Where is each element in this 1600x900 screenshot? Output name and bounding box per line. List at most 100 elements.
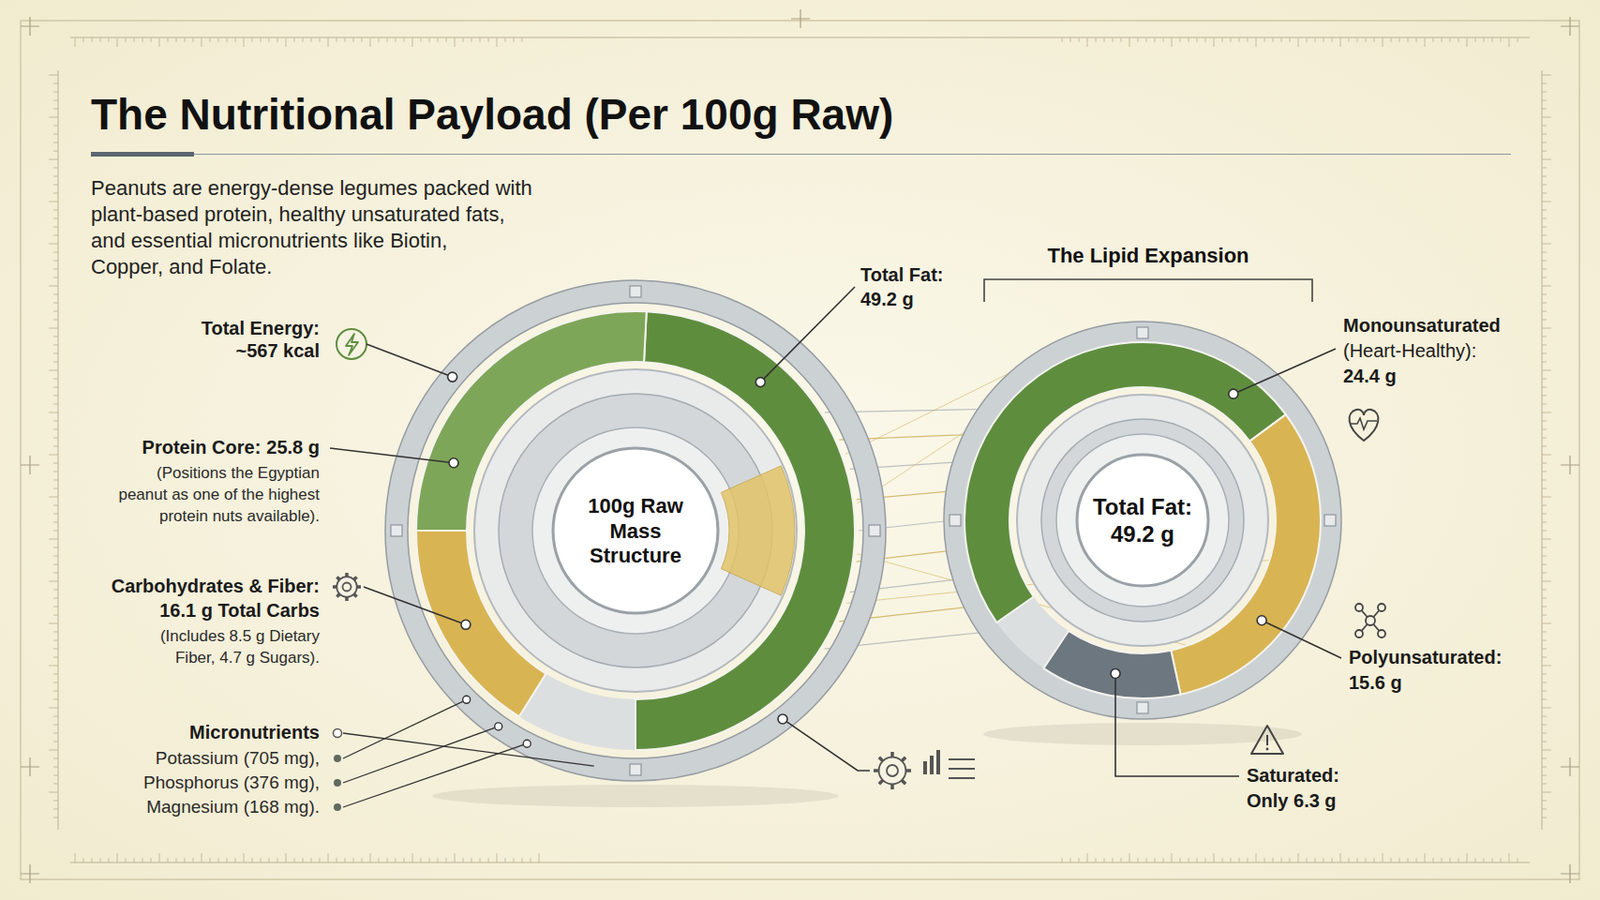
ruler-tick (1087, 37, 1089, 47)
ruler-tick (100, 37, 102, 43)
ruler-tick (218, 37, 220, 43)
ruler-tick (1340, 852, 1342, 863)
ruler-tick (496, 852, 498, 863)
crosshair (20, 16, 40, 36)
ruler-tick (53, 572, 59, 574)
ruler-tick (1390, 857, 1392, 863)
text-line: 16.1 g Total Carbs (159, 599, 320, 621)
ruler-tick (1180, 37, 1182, 43)
ruler-tick (319, 37, 321, 43)
center-label: 100g RawMassStructure (587, 493, 684, 568)
ruler-tick (1541, 657, 1547, 658)
ruler-tick (1541, 589, 1547, 591)
ruler-tick (1541, 775, 1547, 777)
ruler-tick (311, 37, 313, 43)
ruler-tick (1541, 699, 1547, 701)
micronutrient: Potassium (705 mg), (155, 747, 320, 768)
ruler-tick (1541, 218, 1547, 220)
ruler-tick (125, 37, 127, 43)
ruler-tick (319, 857, 321, 863)
leader-line (760, 286, 855, 383)
text-line: Copper, and Folate. (90, 254, 272, 279)
ruler-tick (1541, 547, 1547, 549)
ruler-tick (1171, 852, 1173, 863)
ruler-tick (395, 857, 397, 863)
ruler-tick (1541, 150, 1547, 152)
ruler-tick (235, 857, 237, 863)
lipid-expansion-lines (822, 199, 1464, 841)
ruler-tick (1154, 37, 1156, 43)
ruler-tick (53, 167, 59, 169)
ruler-tick (53, 269, 59, 270)
ruler-tick (1458, 37, 1460, 43)
ruler-tick (53, 530, 59, 532)
ruler-tick (53, 741, 59, 743)
list-icon (948, 767, 975, 770)
ruler-tick (184, 857, 186, 863)
ruler-tick (1541, 91, 1547, 93)
data-label: 25.8 g (266, 436, 320, 458)
ruler-tick (53, 783, 59, 785)
ruler-tick (53, 513, 59, 515)
ruler-tick (1541, 598, 1547, 599)
ruler-tick (1541, 108, 1547, 110)
heart-icon (1349, 409, 1379, 441)
micronutrient: Magnesium (168 mg). (146, 796, 320, 817)
text-line: Magnesium (168 mg). (146, 796, 320, 817)
text-line: The Lipid Expansion (1046, 243, 1249, 268)
ruler-tick (1541, 311, 1547, 313)
ruler-tick (53, 606, 59, 608)
ruler-tick (344, 37, 346, 43)
ruler-tick (1348, 37, 1350, 43)
ruler-tick (1239, 857, 1241, 863)
ruler-tick (1541, 437, 1547, 439)
ruler-tick (522, 857, 524, 863)
ruler-line (70, 862, 1530, 864)
ruler-tick (53, 336, 59, 338)
ruler-tick (1541, 454, 1552, 456)
ruler-tick (53, 657, 59, 658)
ruler-tick (1541, 387, 1547, 389)
leader-line (343, 699, 467, 759)
ruler-tick (48, 285, 59, 287)
ruler-tick (1095, 37, 1097, 43)
ring-segment (416, 530, 547, 717)
ruler-tick (100, 857, 102, 863)
ruler-tick (1281, 37, 1283, 43)
ruler-tick (226, 857, 228, 863)
lipid-labels: The Lipid ExpansionMonounsaturated(Heart… (984, 243, 1502, 811)
ruler-tick (370, 37, 372, 47)
ruler-tick (1517, 857, 1519, 863)
ruler-tick (48, 243, 59, 245)
text-line: 49.2 g (860, 288, 914, 310)
ruler-tick (53, 640, 59, 642)
ruler-tick (260, 37, 262, 43)
ruler-tick (1541, 403, 1547, 405)
bracket (984, 279, 1313, 302)
ruler-tick (1541, 117, 1552, 119)
text-line: plant-based protein, healthy unsaturated… (90, 202, 506, 226)
ruler-tick (437, 857, 439, 863)
leader-dot (448, 372, 458, 382)
ruler-tick (53, 294, 59, 296)
ruler-tick (48, 707, 59, 709)
ruler-tick (53, 311, 59, 313)
ruler-tick (48, 412, 59, 414)
ruler-tick (117, 37, 119, 47)
ruler-tick (53, 91, 59, 93)
ruler-tick (1541, 269, 1547, 270)
ruler-tick (1541, 572, 1547, 574)
annotation-value: ~567 kcal (235, 340, 320, 361)
ring-notch (629, 763, 642, 776)
ruler-tick (1541, 732, 1547, 734)
ruler-tick (1399, 37, 1401, 43)
ruler-tick (463, 37, 464, 43)
text-line: Micronutrients (189, 721, 320, 743)
leader-dot (1228, 388, 1239, 399)
text-line: Fiber, 4.7 g Sugars). (175, 648, 320, 667)
data-label: 15.6 g (1348, 672, 1403, 693)
ruler-tick (48, 538, 59, 540)
ruler-tick (159, 37, 161, 47)
ruler-tick (53, 83, 59, 85)
text-line: Only 6.3 g (1246, 790, 1337, 811)
